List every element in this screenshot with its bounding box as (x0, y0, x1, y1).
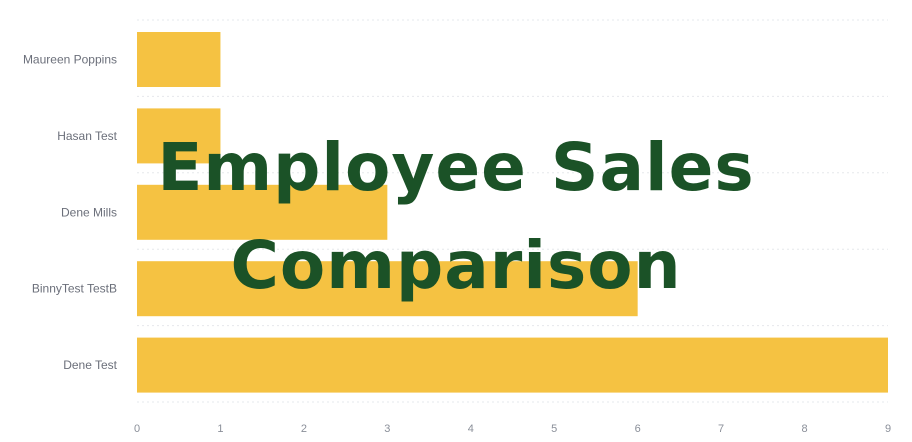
bar-0[interactable] (137, 32, 221, 87)
category-label-0: Maureen Poppins (23, 53, 117, 67)
x-tick-label-4: 4 (468, 423, 474, 435)
bar-1[interactable] (137, 108, 221, 164)
category-label-2: Dene Mills (61, 205, 117, 219)
bar-3[interactable] (137, 261, 638, 317)
bar-4[interactable] (137, 337, 888, 393)
bar-2[interactable] (137, 184, 388, 240)
x-tick-label-1: 1 (217, 423, 223, 435)
x-tick-label-5: 5 (551, 423, 557, 435)
category-label-3: BinnyTest TestB (32, 282, 117, 296)
grid-lines (137, 19, 888, 403)
x-tick-label-8: 8 (801, 423, 807, 435)
category-labels: Maureen Poppins Hasan Test Dene Mills Binny… (23, 53, 118, 373)
x-tick-label-7: 7 (718, 423, 724, 435)
category-label-1: Hasan Test (57, 129, 117, 143)
overlay-title-line-1: Employee Sales (157, 129, 755, 206)
x-tick-label-2: 2 (301, 423, 307, 435)
category-label-4: Dene Test (63, 358, 117, 372)
x-tick-label-3: 3 (384, 423, 390, 435)
x-tick-label-6: 6 (635, 423, 641, 435)
x-axis-ticks: 0 1 2 3 4 5 6 7 8 9 (134, 423, 891, 435)
overlay-title-line-2: Comparison (230, 227, 682, 304)
bars (137, 32, 888, 393)
x-tick-label-0: 0 (134, 423, 140, 435)
x-tick-label-9: 9 (885, 423, 891, 435)
